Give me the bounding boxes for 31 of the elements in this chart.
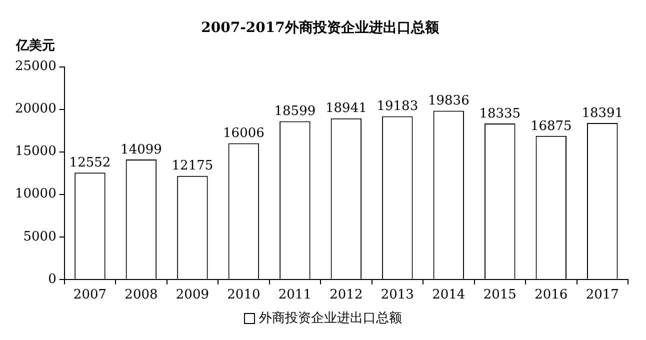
x-tick-label: 2007 xyxy=(73,288,107,303)
x-tick-label: 2011 xyxy=(278,288,312,303)
chart-title: 2007-2017外商投资企业进出口总额 xyxy=(201,19,440,36)
text: 外商投资企业进出口总额 xyxy=(259,310,402,327)
x-tick-label: 2016 xyxy=(534,288,568,303)
data-label: 18335 xyxy=(479,106,521,122)
y-tick-label: 0 xyxy=(48,272,56,287)
y-tick-label: 15000 xyxy=(14,144,56,160)
data-label: 18391 xyxy=(582,106,624,121)
data-label: 19836 xyxy=(428,94,470,109)
y-tick-label: 20000 xyxy=(14,102,56,117)
y-axis-title: 亿美元 xyxy=(15,37,55,54)
data-label: 19183 xyxy=(376,99,418,114)
data-label: 12552 xyxy=(69,156,111,171)
data-label: 18941 xyxy=(326,101,367,116)
x-tick-label: 2010 xyxy=(227,288,260,303)
y-tick-label: 5000 xyxy=(23,229,56,244)
y-tick-label: 25000 xyxy=(14,59,56,74)
data-label: 14099 xyxy=(120,142,162,158)
x-tick-label: 2009 xyxy=(176,288,210,303)
x-tick-label: 2015 xyxy=(483,288,516,303)
data-label: 16875 xyxy=(530,118,572,134)
x-tick-label: 2012 xyxy=(330,288,363,303)
data-label: 16006 xyxy=(223,126,264,142)
data-label: 12175 xyxy=(172,158,214,174)
x-tick-label: 2013 xyxy=(380,288,414,303)
x-tick-label: 2014 xyxy=(432,288,466,303)
x-tick-label: 2008 xyxy=(124,288,158,303)
y-tick-label: 10000 xyxy=(14,186,56,202)
x-tick-label: 2017 xyxy=(586,288,619,303)
data-label: 18599 xyxy=(274,104,316,120)
